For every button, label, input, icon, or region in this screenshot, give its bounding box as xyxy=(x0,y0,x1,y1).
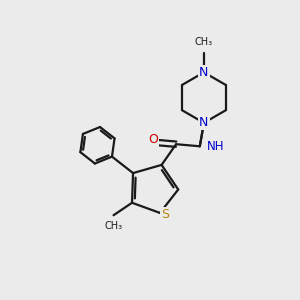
Text: N: N xyxy=(199,66,208,79)
Text: S: S xyxy=(161,208,169,221)
Text: N: N xyxy=(199,116,208,129)
Text: O: O xyxy=(148,133,158,146)
Text: CH₃: CH₃ xyxy=(104,221,123,231)
Text: NH: NH xyxy=(207,140,225,153)
Text: CH₃: CH₃ xyxy=(195,37,213,47)
